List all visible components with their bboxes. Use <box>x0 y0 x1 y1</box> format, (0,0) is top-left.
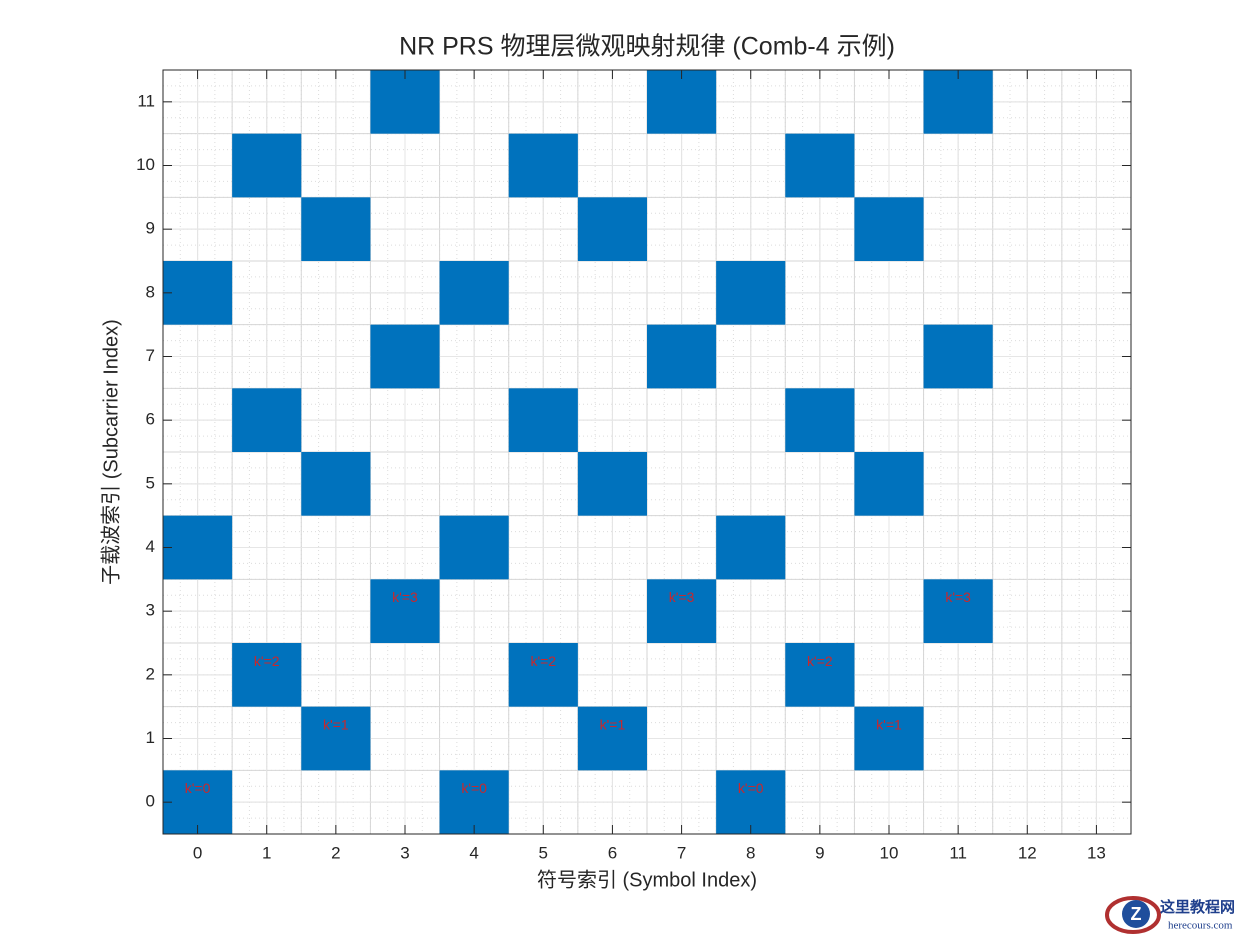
annotation: k'=2 <box>807 653 833 669</box>
cell <box>854 197 924 261</box>
x-tick-label: 10 <box>880 843 899 862</box>
annotation: k'=0 <box>185 780 211 796</box>
cell <box>716 770 786 834</box>
cell <box>301 452 371 516</box>
axes-box <box>162 69 1132 835</box>
cell <box>647 324 717 389</box>
y-tick-label: 0 <box>146 792 155 811</box>
cell <box>163 261 233 325</box>
y-tick-label: 2 <box>146 664 155 683</box>
cell <box>716 261 786 325</box>
annotation: k'=1 <box>876 716 902 732</box>
cell <box>232 643 302 707</box>
x-tick-label: 3 <box>400 843 409 862</box>
cell <box>854 452 924 516</box>
x-tick-label: 5 <box>539 843 548 862</box>
plot-area: k'=0 k'=2 k'=1 k'=3 k'=0 k'=2 k'=1 k'=3 k'=0 k'=2… <box>136 69 1132 862</box>
annotation: k'=3 <box>669 589 695 605</box>
watermark-name: 这里教程网 <box>1160 898 1235 916</box>
y-tick-label: 11 <box>137 91 155 110</box>
x-tick-label: 1 <box>262 843 271 862</box>
annotation: k'=2 <box>254 653 280 669</box>
cell <box>716 515 786 580</box>
cell <box>370 579 440 643</box>
cell <box>370 324 440 389</box>
cell <box>508 133 578 198</box>
x-tick-label: 6 <box>608 843 617 862</box>
cell <box>785 388 855 452</box>
annotation: k'=2 <box>530 653 556 669</box>
annotation: k'=3 <box>392 589 418 605</box>
cell <box>439 515 509 580</box>
x-tick-label: 11 <box>949 843 967 862</box>
cell <box>577 452 647 516</box>
y-tick-label: 8 <box>146 282 155 301</box>
x-tick-label: 9 <box>815 843 824 862</box>
annotation: k'=0 <box>738 780 764 796</box>
cell <box>439 261 509 325</box>
x-tick-label: 2 <box>331 843 340 862</box>
annotation: k'=1 <box>600 716 626 732</box>
cell <box>923 324 993 389</box>
cell <box>301 706 371 771</box>
watermark: Z 这里教程网 herecours.com <box>1105 896 1235 934</box>
x-tick-label: 12 <box>1018 843 1037 862</box>
chart-title: NR PRS 物理层微观映射规律 (Comb-4 示例) <box>399 33 895 61</box>
y-tick-label: 10 <box>136 155 155 174</box>
cell <box>647 579 717 643</box>
y-tick-label: 6 <box>146 410 155 429</box>
cell <box>163 515 233 580</box>
y-tick-label: 1 <box>146 728 155 747</box>
watermark-logo: Z <box>1131 904 1142 924</box>
x-tick-label: 13 <box>1087 843 1106 862</box>
annotation: k'=1 <box>323 716 349 732</box>
watermark-url: herecours.com <box>1168 920 1233 932</box>
cell <box>577 706 647 771</box>
x-axis-label: 符号索引 (Symbol Index) <box>537 868 757 891</box>
y-tick-label: 5 <box>146 473 155 492</box>
y-tick-label: 3 <box>146 601 155 620</box>
cell <box>232 133 302 198</box>
cell <box>301 197 371 261</box>
y-axis-label: 子载波索引 (Subcarrier Index) <box>99 319 122 585</box>
cell <box>854 706 924 771</box>
annotation: k'=3 <box>945 589 971 605</box>
x-tick-label: 0 <box>193 843 202 862</box>
cell <box>923 579 993 643</box>
y-tick-label: 9 <box>146 219 155 238</box>
cell <box>785 133 855 198</box>
cell <box>370 70 440 134</box>
watermark-logo <box>1122 900 1150 928</box>
cell <box>508 388 578 452</box>
x-tick-label: 7 <box>677 843 686 862</box>
cell <box>163 770 233 834</box>
cell <box>439 770 509 834</box>
y-tick-label: 7 <box>146 346 155 365</box>
cell <box>577 197 647 261</box>
y-tick-label: 4 <box>146 537 155 556</box>
cell <box>647 70 717 134</box>
x-tick-label: 4 <box>469 843 478 862</box>
cell <box>785 643 855 707</box>
watermark-logo <box>1105 896 1161 934</box>
annotation: k'=0 <box>461 780 487 796</box>
x-tick-label: 8 <box>746 843 755 862</box>
cell <box>232 388 302 452</box>
cell <box>923 70 993 134</box>
cell <box>508 643 578 707</box>
